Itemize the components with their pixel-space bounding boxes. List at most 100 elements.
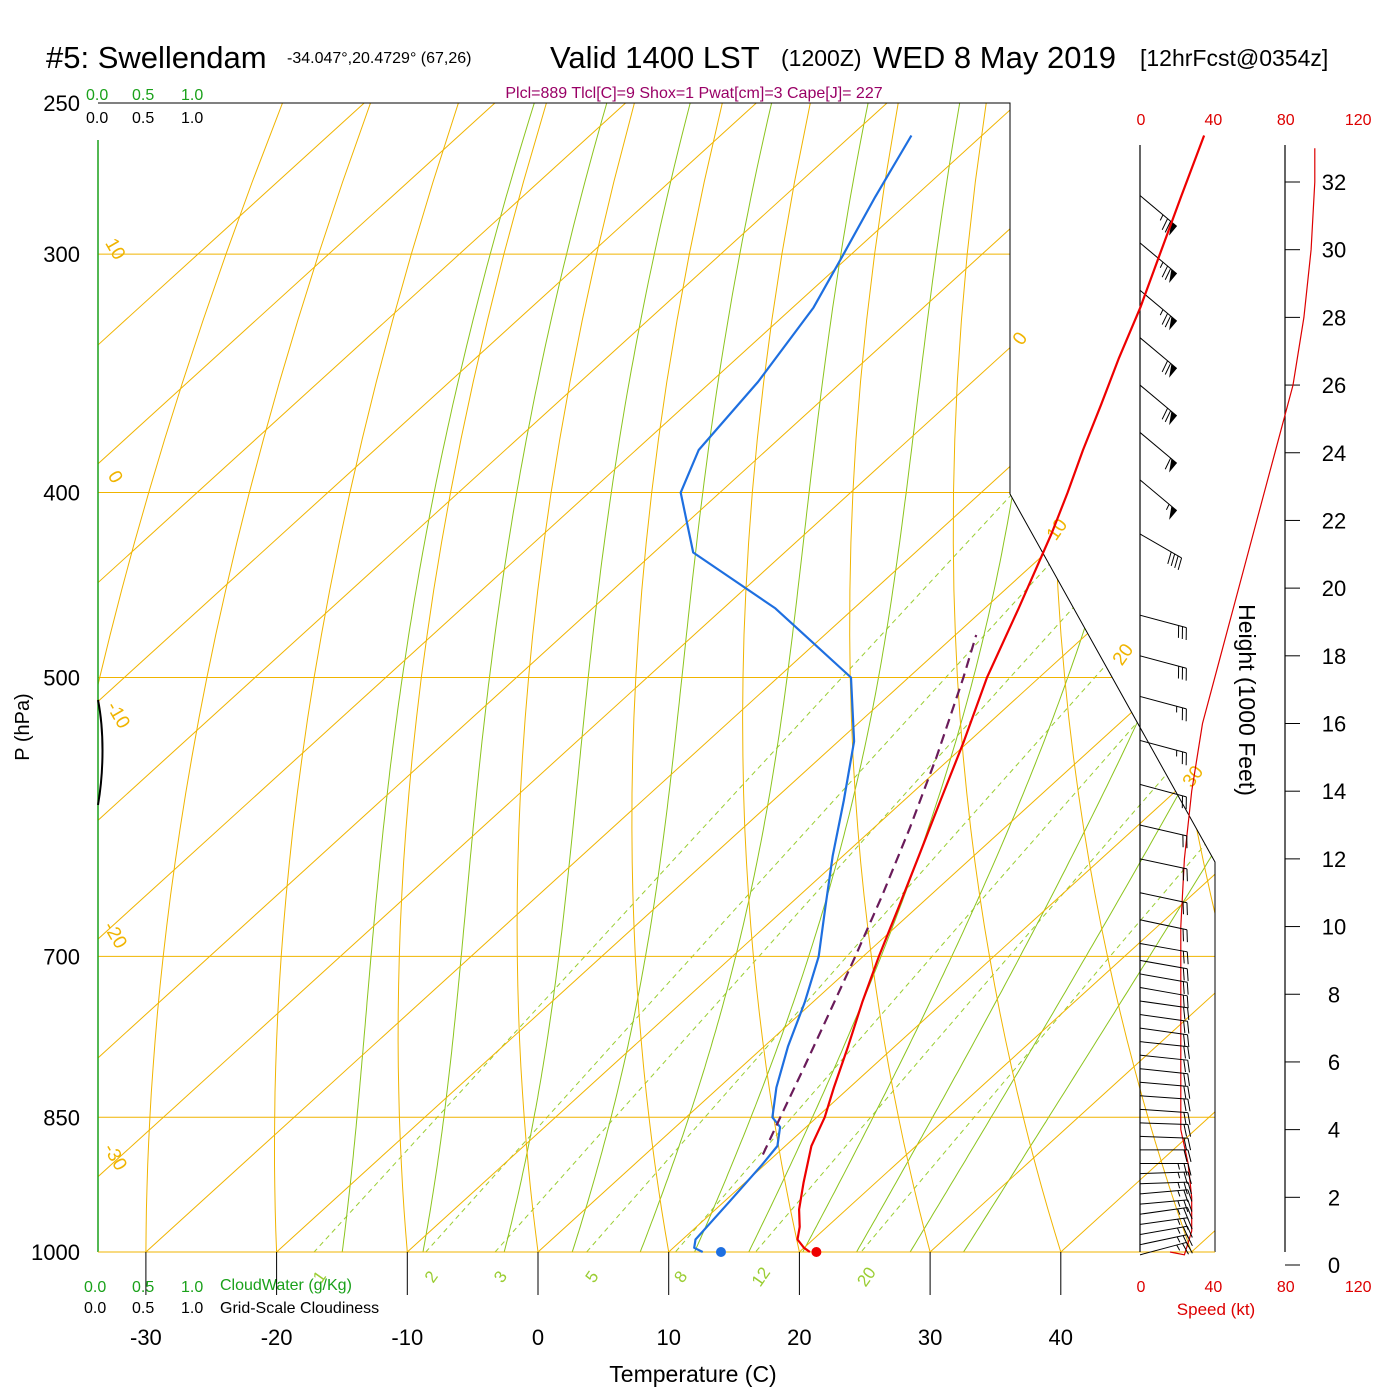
isotherm-line xyxy=(493,103,1215,1252)
isotherm-line xyxy=(98,103,1091,1252)
wind-barb-staff xyxy=(1139,959,1188,970)
wind-barb-flag xyxy=(1186,995,1189,1009)
wind-barb-flag xyxy=(1187,1021,1190,1034)
wind-barb-flag xyxy=(1183,1200,1189,1213)
cloud-top-green-1: 0.5 xyxy=(132,87,154,104)
isotherm-label: 20 xyxy=(1109,640,1138,669)
wind-barb-staff xyxy=(1139,1225,1188,1236)
wind-barb-flag xyxy=(1187,1171,1192,1184)
cloud-bottom-black-0: 0.0 xyxy=(84,1300,106,1317)
cloud-profile xyxy=(97,699,104,806)
wind-barb-flag xyxy=(1182,968,1185,981)
wind-barb xyxy=(1139,1081,1191,1099)
wind-barb xyxy=(1139,986,1189,1009)
wind-barb xyxy=(1139,942,1189,965)
wind-barb-staff xyxy=(1139,783,1187,798)
mixing-ratio-line xyxy=(826,492,1215,1252)
moist-adiabat-line xyxy=(937,103,1215,1252)
wind-barb-flag xyxy=(1164,268,1172,280)
wind-barb-flag xyxy=(1183,1163,1188,1176)
height-tick-label: 28 xyxy=(1322,305,1346,330)
zulu-time: (1200Z) xyxy=(781,45,862,71)
y-tick-label: 1000 xyxy=(31,1240,80,1265)
wind-barb-flag xyxy=(1161,265,1169,278)
wind-barb-flag xyxy=(1187,1217,1193,1230)
speed-tick-bottom: 0 xyxy=(1137,1279,1146,1296)
wind-barb-staff xyxy=(1139,892,1188,904)
isotherm-line xyxy=(885,103,1215,1252)
wind-barb-flag xyxy=(1182,1235,1189,1247)
wind-barb xyxy=(1139,919,1188,943)
wind-barb xyxy=(1139,1014,1190,1034)
wind-barb-flag xyxy=(1186,951,1189,965)
wind-barb-flag xyxy=(1174,555,1179,569)
cloud-bottom-green-0: 0.0 xyxy=(84,1279,106,1296)
wind-barb-staff xyxy=(1139,1027,1188,1036)
x-tick-label: 20 xyxy=(787,1325,811,1350)
isotherm-label: 0 xyxy=(1009,328,1032,349)
wind-barb-flag xyxy=(1187,1189,1193,1202)
dry-adiabat-line xyxy=(274,103,525,1252)
height-tick-label: 2 xyxy=(1328,1185,1340,1210)
wind-barb xyxy=(1139,1095,1191,1112)
wind-barb xyxy=(1139,1068,1190,1087)
height-axis-title: Height (1000 Feet) xyxy=(1234,604,1260,796)
wind-barb-flag xyxy=(1164,457,1172,470)
wind-barb-flag xyxy=(1183,1218,1189,1230)
wind-barb xyxy=(1139,1041,1190,1059)
wind-barb xyxy=(1139,655,1187,681)
wind-barb xyxy=(1139,1207,1193,1220)
wind-barb-flag xyxy=(1187,1199,1193,1212)
wind-barb-staff xyxy=(1139,986,1188,997)
wind-barb-staff xyxy=(1139,1189,1188,1195)
wind-barb-half-flag xyxy=(1159,309,1164,316)
wind-barb-pennant xyxy=(1169,364,1177,378)
wind-barb-staff xyxy=(1139,1207,1188,1215)
isotherms xyxy=(98,103,1215,1252)
wind-barb-flag xyxy=(1161,313,1169,325)
wind-barb xyxy=(1139,1171,1192,1185)
wind-barb xyxy=(1139,1181,1192,1195)
wind-barb-flag xyxy=(1183,1189,1189,1202)
wind-barb-half-flag xyxy=(1176,1236,1181,1243)
cloud-bottom-green-1: 0.5 xyxy=(132,1279,154,1296)
cloud-bottom-black-2: 1.0 xyxy=(181,1300,203,1317)
dry-adiabat-line xyxy=(145,103,443,1252)
height-tick-label: 14 xyxy=(1322,779,1346,804)
x-tick-label: 40 xyxy=(1049,1325,1073,1350)
y-tick-label: 700 xyxy=(43,944,80,969)
dewpoint-profile-line xyxy=(679,134,913,1253)
speed-tick-top: 0 xyxy=(1137,112,1146,129)
wind-barb-flag xyxy=(1182,995,1185,1008)
wind-barb-staff xyxy=(1139,739,1187,754)
wind-barb-flag xyxy=(1187,1149,1192,1163)
wind-barb-half-flag xyxy=(1177,1182,1181,1189)
wind-barb-flag xyxy=(1183,1207,1189,1220)
mixing-ratio-label: 8 xyxy=(670,1268,691,1287)
wind-barb-flag xyxy=(1183,1124,1188,1137)
moist-adiabat-line xyxy=(676,103,998,1252)
wind-barb xyxy=(1139,1108,1191,1125)
y-tick-label: 250 xyxy=(43,91,80,116)
wind-barb-staff xyxy=(1139,289,1178,322)
cloud-bottom-black-1: 0.5 xyxy=(132,1300,154,1317)
wind-barb-pennant xyxy=(1169,316,1177,331)
wind-barb-half-flag xyxy=(1177,1190,1181,1197)
y-axis-title: P (hPa) xyxy=(12,693,34,760)
wind-barb xyxy=(1139,614,1187,640)
isotherm-line xyxy=(231,103,1215,1252)
wind-barb xyxy=(1139,195,1178,236)
wind-barb-staff xyxy=(1139,1199,1188,1205)
cloud-top-green-0: 0.0 xyxy=(86,87,108,104)
wind-barb-staff xyxy=(1139,695,1187,710)
wind-barb xyxy=(1139,242,1178,283)
wind-barb-flag xyxy=(1187,1007,1190,1021)
isotherm-line xyxy=(98,103,699,1252)
wind-barb-flag xyxy=(1186,982,1189,995)
wind-barb-half-flag xyxy=(1177,1208,1181,1215)
wind-barb-half-flag xyxy=(1177,1172,1181,1179)
wind-barb-flag xyxy=(1187,1099,1191,1112)
wind-barb-half-flag xyxy=(1177,1200,1181,1207)
